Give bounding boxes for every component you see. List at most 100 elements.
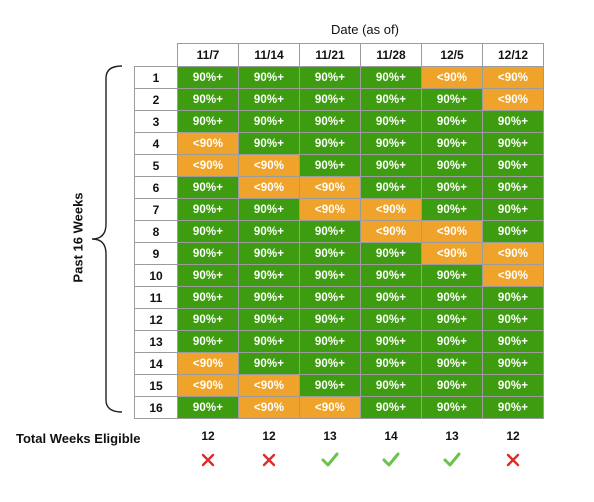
cell-below-90: <90% — [482, 242, 544, 265]
cell-90-plus: 90%+ — [238, 132, 300, 155]
cell-90-plus: 90%+ — [482, 374, 544, 397]
cell-below-90: <90% — [238, 396, 300, 419]
cell-below-90: <90% — [299, 396, 361, 419]
cell-90-plus: 90%+ — [482, 198, 544, 221]
cell-90-plus: 90%+ — [421, 308, 483, 331]
cell-90-plus: 90%+ — [360, 110, 422, 133]
cell-90-plus: 90%+ — [482, 286, 544, 309]
cell-90-plus: 90%+ — [177, 396, 239, 419]
table-row: 12 90%+ 90%+ 90%+ 90%+ 90%+ 90%+ — [134, 308, 544, 331]
table-row: 13 90%+ 90%+ 90%+ 90%+ 90%+ 90%+ — [134, 330, 544, 353]
cell-90-plus: 90%+ — [238, 88, 300, 111]
cell-90-plus: 90%+ — [421, 264, 483, 287]
cell-90-plus: 90%+ — [360, 154, 422, 177]
cell-below-90: <90% — [482, 66, 544, 89]
cell-90-plus: 90%+ — [177, 66, 239, 89]
cell-below-90: <90% — [482, 88, 544, 111]
check-icon — [361, 452, 421, 470]
cell-90-plus: 90%+ — [421, 154, 483, 177]
cell-90-plus: 90%+ — [238, 286, 300, 309]
column-header: 11/14 — [238, 43, 300, 67]
cell-90-plus: 90%+ — [360, 330, 422, 353]
check-icon — [300, 452, 360, 470]
cell-90-plus: 90%+ — [360, 132, 422, 155]
row-label: 6 — [134, 176, 178, 199]
cell-90-plus: 90%+ — [238, 198, 300, 221]
cell-90-plus: 90%+ — [421, 352, 483, 375]
table-row: 7 90%+ 90%+ <90% <90% 90%+ 90%+ — [134, 198, 544, 221]
row-label: 13 — [134, 330, 178, 353]
cell-90-plus: 90%+ — [299, 132, 361, 155]
row-label: 15 — [134, 374, 178, 397]
cell-90-plus: 90%+ — [360, 264, 422, 287]
cell-90-plus: 90%+ — [482, 176, 544, 199]
cell-90-plus: 90%+ — [482, 308, 544, 331]
cell-90-plus: 90%+ — [299, 264, 361, 287]
cell-90-plus: 90%+ — [360, 286, 422, 309]
table-row: 1 90%+ 90%+ 90%+ 90%+ <90% <90% — [134, 66, 544, 89]
cell-below-90: <90% — [360, 198, 422, 221]
cell-90-plus: 90%+ — [482, 220, 544, 243]
row-label: 3 — [134, 110, 178, 133]
cell-90-plus: 90%+ — [482, 396, 544, 419]
cell-below-90: <90% — [421, 242, 483, 265]
cross-icon — [483, 452, 543, 470]
eligible-count: 13 — [445, 429, 459, 443]
corner-cell — [135, 44, 178, 67]
cell-90-plus: 90%+ — [238, 264, 300, 287]
cell-90-plus: 90%+ — [482, 352, 544, 375]
eligible-count: 12 — [506, 429, 520, 443]
cell-below-90: <90% — [360, 220, 422, 243]
cell-90-plus: 90%+ — [238, 330, 300, 353]
cell-below-90: <90% — [238, 374, 300, 397]
table-row: 15 <90% <90% 90%+ 90%+ 90%+ 90%+ — [134, 374, 544, 397]
cell-90-plus: 90%+ — [177, 330, 239, 353]
eligible-count: 12 — [201, 429, 215, 443]
cell-90-plus: 90%+ — [299, 220, 361, 243]
cell-90-plus: 90%+ — [482, 154, 544, 177]
row-label: 12 — [134, 308, 178, 331]
row-label: 11 — [134, 286, 178, 309]
cell-90-plus: 90%+ — [177, 198, 239, 221]
total-weeks-label: Total Weeks Eligible — [16, 431, 141, 446]
row-label: 7 — [134, 198, 178, 221]
column-header: 11/28 — [360, 43, 422, 67]
row-axis-title: Past 16 Weeks — [70, 192, 86, 283]
cell-90-plus: 90%+ — [238, 352, 300, 375]
row-label: 1 — [134, 66, 178, 89]
header-row: 11/7 11/14 11/21 11/28 12/5 12/12 — [135, 43, 544, 67]
cell-90-plus: 90%+ — [360, 374, 422, 397]
column-header: 11/7 — [177, 43, 239, 67]
row-label: 5 — [134, 154, 178, 177]
cell-90-plus: 90%+ — [299, 352, 361, 375]
eligible-count: 12 — [262, 429, 276, 443]
table-row: 9 90%+ 90%+ 90%+ 90%+ <90% <90% — [134, 242, 544, 265]
column-header: 11/21 — [299, 43, 361, 67]
cell-90-plus: 90%+ — [177, 176, 239, 199]
cross-icon — [178, 452, 238, 470]
table-row: 3 90%+ 90%+ 90%+ 90%+ 90%+ 90%+ — [134, 110, 544, 133]
cell-90-plus: 90%+ — [238, 242, 300, 265]
table-row: 14 <90% 90%+ 90%+ 90%+ 90%+ 90%+ — [134, 352, 544, 375]
cell-90-plus: 90%+ — [238, 66, 300, 89]
cell-90-plus: 90%+ — [299, 110, 361, 133]
eligible-count: 14 — [384, 429, 398, 443]
row-label: 14 — [134, 352, 178, 375]
cell-90-plus: 90%+ — [360, 88, 422, 111]
cell-90-plus: 90%+ — [360, 396, 422, 419]
cell-below-90: <90% — [421, 220, 483, 243]
table-row: 10 90%+ 90%+ 90%+ 90%+ 90%+ <90% — [134, 264, 544, 287]
cell-90-plus: 90%+ — [482, 330, 544, 353]
cell-90-plus: 90%+ — [482, 110, 544, 133]
cell-90-plus: 90%+ — [421, 88, 483, 111]
cell-90-plus: 90%+ — [299, 374, 361, 397]
cell-90-plus: 90%+ — [299, 286, 361, 309]
cell-90-plus: 90%+ — [360, 352, 422, 375]
cell-90-plus: 90%+ — [421, 286, 483, 309]
cell-90-plus: 90%+ — [238, 308, 300, 331]
table-row: 2 90%+ 90%+ 90%+ 90%+ 90%+ <90% — [134, 88, 544, 111]
check-icon — [422, 452, 482, 470]
cell-90-plus: 90%+ — [299, 308, 361, 331]
curly-brace-icon — [91, 65, 123, 413]
cell-90-plus: 90%+ — [299, 154, 361, 177]
